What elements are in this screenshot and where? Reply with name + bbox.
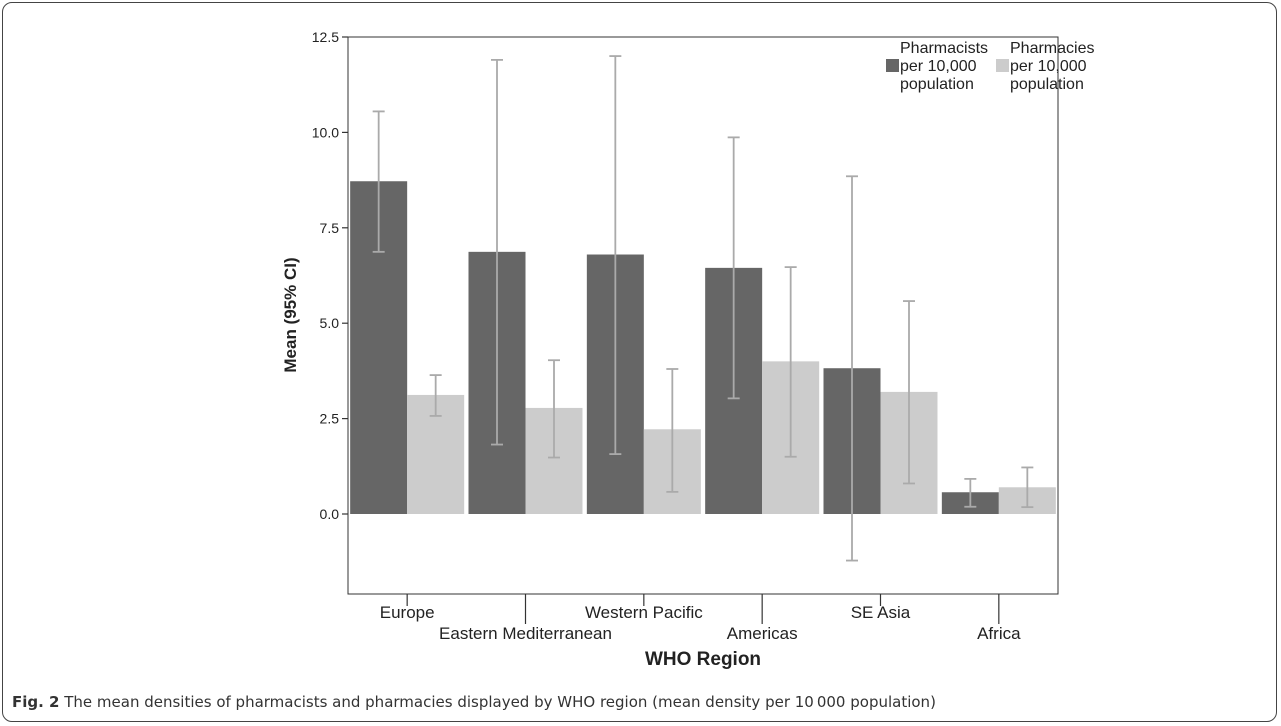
- x-tick-label: Americas: [727, 624, 798, 643]
- legend-label: Pharmacists: [900, 40, 988, 57]
- caption-text: The mean densities of pharmacists and ph…: [59, 693, 936, 711]
- bars-group: [350, 181, 1056, 514]
- legend-label: population: [900, 76, 974, 93]
- legend-label: per 10,000: [1010, 58, 1087, 75]
- figure-caption: Fig. 2 The mean densities of pharmacists…: [12, 693, 936, 711]
- legend-label: population: [1010, 76, 1084, 93]
- x-tick-label: Europe: [380, 603, 435, 622]
- legend-swatch: [996, 59, 1009, 72]
- x-tick-label: Africa: [977, 624, 1021, 643]
- plot-area: [347, 36, 1059, 595]
- y-tick-label: 12.5: [312, 29, 339, 45]
- y-tick-label: 5.0: [320, 315, 340, 331]
- y-axis-label: Mean (95% CI): [281, 257, 300, 372]
- y-tick-label: 0.0: [320, 506, 340, 522]
- error-bars-group: [372, 55, 1034, 562]
- y-tick-label: 2.5: [320, 411, 340, 427]
- x-tick-label: SE Asia: [851, 603, 911, 622]
- x-tick-label: Eastern Mediterranean: [439, 624, 612, 643]
- y-tick-label: 10.0: [312, 124, 339, 140]
- y-axis: 0.0 2.5 5.0 7.5 10.0 12.5: [312, 29, 348, 522]
- legend-label: Pharmacies: [1010, 40, 1094, 57]
- x-tick-label: Western Pacific: [585, 603, 703, 622]
- figure-label: Fig. 2: [12, 693, 60, 711]
- legend-swatch: [886, 59, 899, 72]
- legend-label: per 10,000: [900, 58, 977, 75]
- x-axis-label: WHO Region: [645, 649, 761, 670]
- y-tick-label: 7.5: [320, 220, 340, 236]
